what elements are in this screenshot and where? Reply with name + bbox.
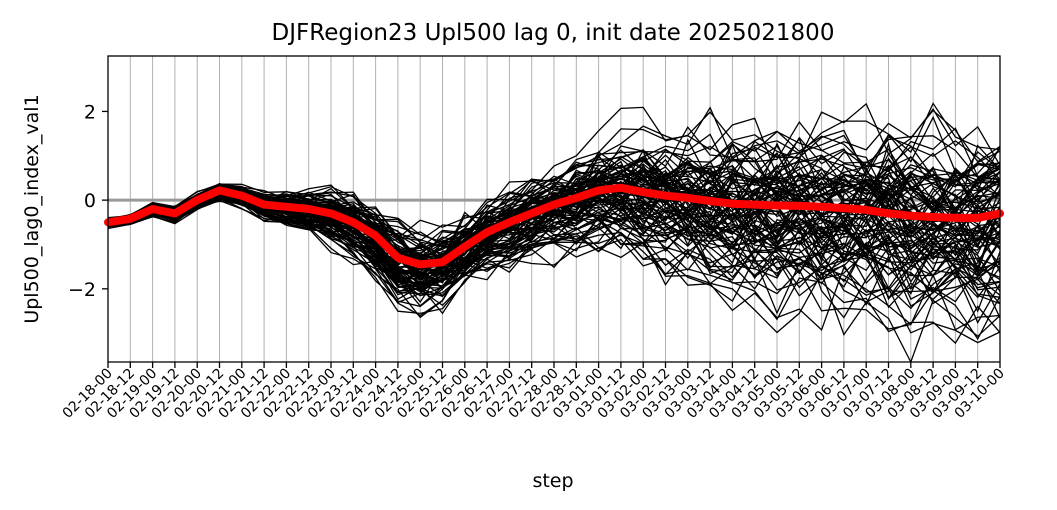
y-axis-ticks: −2 0 2 (68, 101, 108, 301)
y-tick-label: 2 (84, 101, 96, 123)
x-axis-label: step (532, 470, 573, 492)
y-tick-label: −2 (68, 279, 96, 301)
ensemble-member-line (107, 197, 1001, 315)
ensemble-member-line (107, 198, 1001, 296)
x-axis-ticks: 02-18-0002-18-1202-19-0002-19-1202-20-00… (60, 362, 1008, 422)
ensemble-member-line (107, 187, 1001, 289)
chart-title: DJFRegion23 Upl500 lag 0, init date 2025… (272, 20, 835, 46)
ensemble-member-line (107, 199, 1001, 326)
ensemble-member-line (107, 102, 1001, 239)
ensemble-mean-line (104, 183, 1004, 269)
ensemble-mean-layer (104, 183, 1004, 269)
ensemble-member-line (107, 163, 1001, 263)
y-tick-label: 0 (84, 190, 96, 212)
ensemble-member-line (107, 192, 1001, 341)
y-axis-label: Upl500_lag0_index_val1 (21, 94, 43, 323)
ensemble-member-line (107, 115, 1001, 264)
